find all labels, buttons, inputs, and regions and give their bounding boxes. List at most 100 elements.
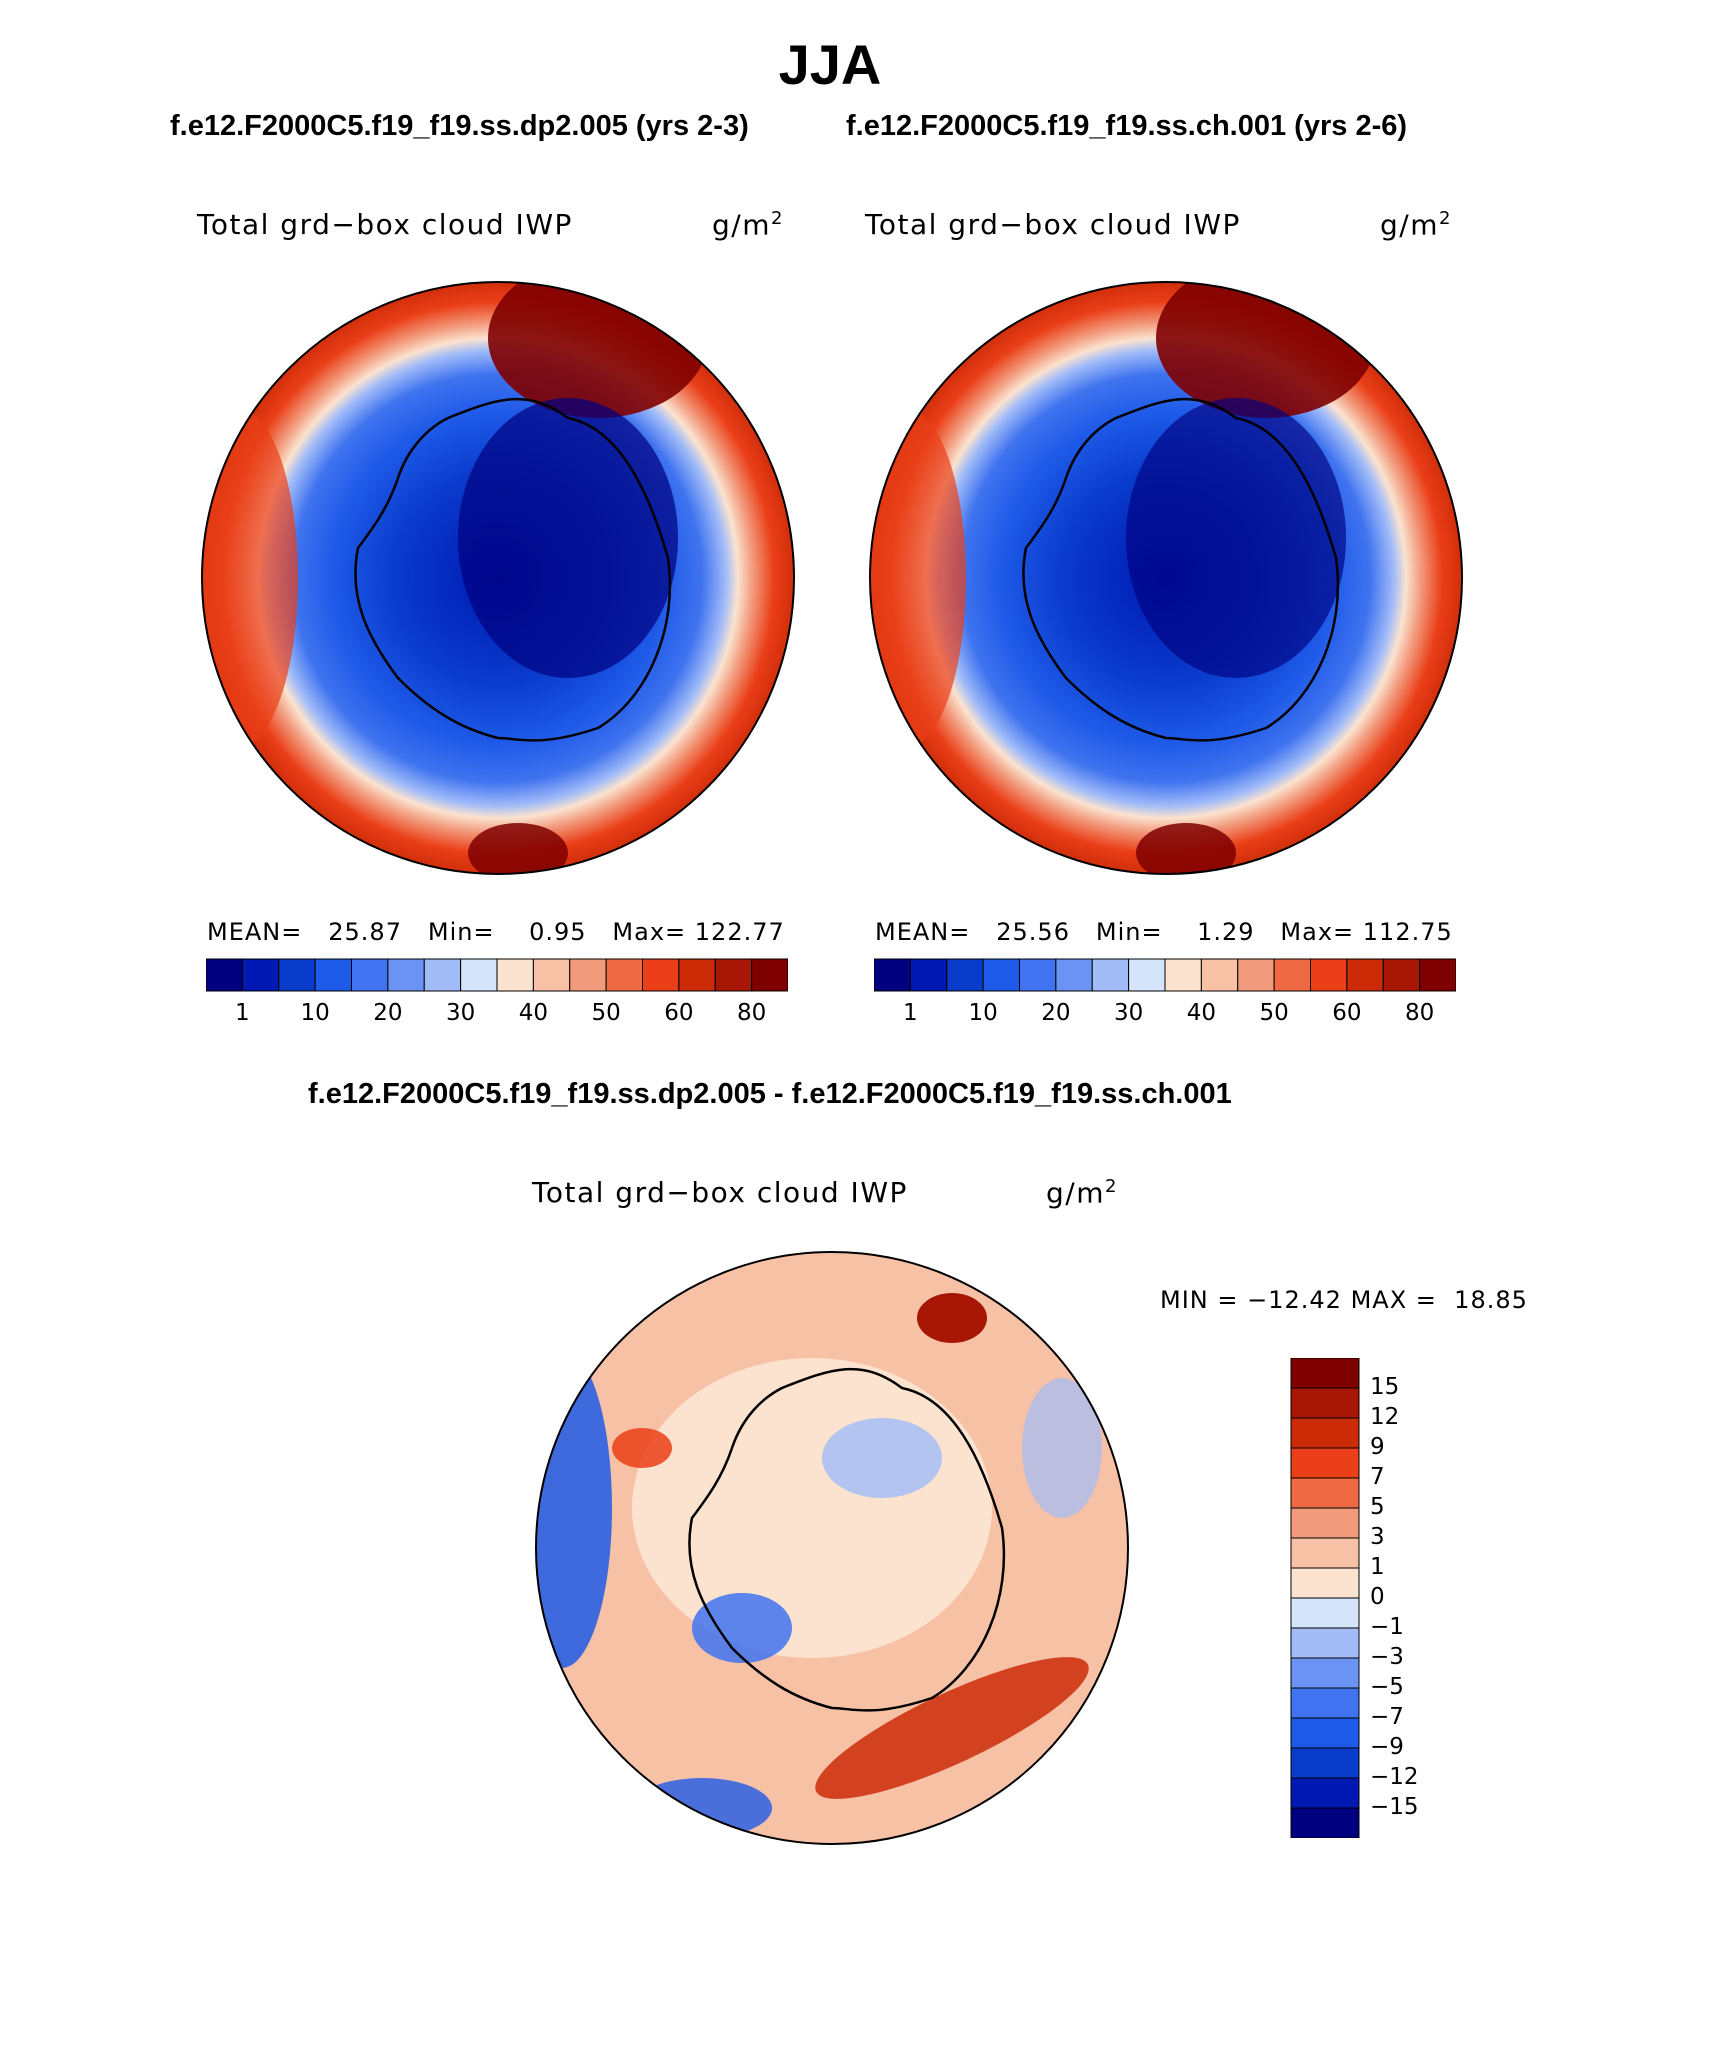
panel1-colorbar-swatch-8 — [496, 958, 534, 992]
diff-antarctica-outline — [688, 1367, 1006, 1712]
diff-colorbar-tick-label: −1 — [1370, 1614, 1404, 1640]
diff-units: g/m2 — [1046, 1176, 1118, 1210]
diff-polar-map — [535, 1251, 1129, 1845]
panel1-colorbar-swatch-10 — [569, 958, 607, 992]
diff-colorbar-tick-label: 15 — [1370, 1374, 1400, 1400]
diff-colorbar-swatch-11 — [1290, 1687, 1360, 1719]
diff-colorbar-swatch-0 — [1290, 1358, 1360, 1389]
panel2-colorbar-swatch-14 — [1382, 958, 1421, 992]
diff-colorbar-tick-label: 3 — [1370, 1524, 1385, 1550]
panel1-units: g/m2 — [712, 208, 784, 242]
panel1-colorbar-swatch-7 — [460, 958, 498, 992]
panel2-colorbar-tick-label: 1 — [903, 1000, 918, 1026]
panel1-colorbar-tick-label: 50 — [591, 1000, 621, 1026]
diff-colorbar-swatch-14 — [1290, 1777, 1360, 1809]
panel2-colorbar-tick-label: 10 — [968, 1000, 998, 1026]
panel1-colorbar — [206, 958, 788, 992]
diff-colorbar-swatch-3 — [1290, 1447, 1360, 1479]
panel1-variable-label: Total grd−box cloud IWP — [197, 208, 573, 241]
diff-colorbar-swatch-9 — [1290, 1627, 1360, 1659]
panel2-colorbar-swatch-11 — [1273, 958, 1311, 992]
diff-colorbar-tick-label: −5 — [1370, 1674, 1404, 1700]
diff-colorbar-swatch-2 — [1290, 1417, 1360, 1449]
panel1-colorbar-tick-label: 40 — [518, 1000, 549, 1026]
case1-header: f.e12.F2000C5.f19_f19.ss.dp2.005 (yrs 2-… — [170, 110, 749, 142]
panel1-colorbar-swatch-13 — [678, 958, 716, 992]
diff-colorbar-tick-label: −12 — [1370, 1764, 1419, 1790]
panel2-colorbar-swatch-10 — [1237, 958, 1275, 992]
diff-colorbar — [1290, 1358, 1360, 1838]
panel1-colorbar-tick-label: 60 — [664, 1000, 694, 1026]
diff-colorbar-tick-label: 9 — [1370, 1434, 1385, 1460]
diff-variable-label: Total grd−box cloud IWP — [532, 1176, 908, 1209]
panel2-colorbar-swatch-12 — [1310, 958, 1348, 992]
panel1-colorbar-tick-label: 30 — [445, 1000, 476, 1026]
panel1-colorbar-swatch-12 — [642, 958, 680, 992]
panel1-colorbar-swatch-11 — [605, 958, 643, 992]
panel2-colorbar — [874, 958, 1456, 992]
panel1-colorbar-swatch-5 — [387, 958, 425, 992]
panel2-colorbar-swatch-3 — [982, 958, 1020, 992]
panel2-colorbar-swatch-1 — [909, 958, 948, 992]
panel1-colorbar-swatch-9 — [532, 958, 571, 992]
diff-colorbar-swatch-13 — [1290, 1747, 1360, 1779]
diff-stats: MIN = −12.42 MAX = 18.85 — [1160, 1286, 1528, 1314]
diff-colorbar-swatch-4 — [1290, 1477, 1360, 1509]
panel2-colorbar-swatch-15 — [1419, 958, 1456, 992]
diff-colorbar-swatch-12 — [1290, 1717, 1360, 1749]
diff-colorbar-swatch-6 — [1290, 1537, 1360, 1569]
panel2-stats: MEAN= 25.56 Min= 1.29 Max= 112.75 — [875, 918, 1453, 946]
panel1-colorbar-swatch-15 — [751, 958, 788, 992]
panel2-antarctica-outline — [1022, 397, 1340, 742]
diff-colorbar-swatch-8 — [1290, 1597, 1360, 1629]
diff-colorbar-swatch-7 — [1290, 1567, 1360, 1599]
panel1-colorbar-tick-label: 20 — [373, 1000, 403, 1026]
panel2-colorbar-swatch-0 — [874, 958, 911, 992]
panel1-colorbar-swatch-0 — [206, 958, 243, 992]
diff-colorbar-ticks: 15 12 9 7 5 3 1 0 −1 −3 −5 −7 −9 −12 −15 — [1370, 1358, 1470, 1838]
panel2-colorbar-tick-label: 80 — [1404, 1000, 1435, 1026]
panel1-colorbar-swatch-6 — [423, 958, 462, 992]
panel2-variable-label: Total grd−box cloud IWP — [865, 208, 1241, 241]
panel2-units: g/m2 — [1380, 208, 1452, 242]
panel2-colorbar-swatch-9 — [1200, 958, 1239, 992]
diff-colorbar-swatch-10 — [1290, 1657, 1360, 1689]
panel1-colorbar-swatch-14 — [714, 958, 753, 992]
panel1-polar-map — [201, 281, 795, 875]
panel2-colorbar-swatch-7 — [1128, 958, 1166, 992]
case2-header: f.e12.F2000C5.f19_f19.ss.ch.001 (yrs 2-6… — [846, 110, 1408, 142]
diff-colorbar-tick-label: −3 — [1370, 1644, 1404, 1670]
panel2-colorbar-tick-label: 20 — [1041, 1000, 1071, 1026]
panel1-colorbar-swatch-1 — [241, 958, 280, 992]
panel1-colorbar-swatch-3 — [314, 958, 352, 992]
panel2-colorbar-swatch-4 — [1019, 958, 1057, 992]
panel2-colorbar-swatch-13 — [1346, 958, 1384, 992]
panel1-antarctica-outline — [354, 397, 672, 742]
panel2-colorbar-tick-label: 30 — [1113, 1000, 1144, 1026]
diff-colorbar-swatch-15 — [1290, 1807, 1360, 1838]
panel1-colorbar-swatch-2 — [278, 958, 316, 992]
diff-colorbar-tick-label: −9 — [1370, 1734, 1404, 1760]
diff-colorbar-tick-label: 12 — [1370, 1404, 1400, 1430]
panel2-colorbar-tick-label: 50 — [1259, 1000, 1289, 1026]
diff-colorbar-tick-label: 1 — [1370, 1554, 1385, 1580]
panel2-polar-map — [869, 281, 1463, 875]
diff-colorbar-tick-label: −7 — [1370, 1704, 1404, 1730]
diff-colorbar-tick-label: 7 — [1370, 1464, 1385, 1490]
panel1-colorbar-tick-label: 80 — [736, 1000, 767, 1026]
panel2-colorbar-swatch-5 — [1055, 958, 1093, 992]
panel1-colorbar-tick-label: 10 — [300, 1000, 330, 1026]
panel2-colorbar-tick-label: 60 — [1332, 1000, 1362, 1026]
panel2-colorbar-swatch-6 — [1091, 958, 1130, 992]
diff-colorbar-tick-label: −15 — [1370, 1794, 1419, 1820]
panel2-colorbar-tick-label: 40 — [1186, 1000, 1217, 1026]
panel1-colorbar-tick-label: 1 — [235, 1000, 250, 1026]
panel1-stats: MEAN= 25.87 Min= 0.95 Max= 122.77 — [207, 918, 785, 946]
page-title: JJA — [778, 33, 882, 96]
panel2-colorbar-swatch-2 — [946, 958, 984, 992]
diff-header: f.e12.F2000C5.f19_f19.ss.dp2.005 - f.e12… — [308, 1078, 1232, 1110]
diff-colorbar-tick-label: 0 — [1370, 1584, 1385, 1610]
panel1-colorbar-ticks: 1 10 20 30 40 50 60 80 — [206, 1000, 788, 1030]
panel2-colorbar-swatch-8 — [1164, 958, 1202, 992]
diff-colorbar-swatch-1 — [1290, 1387, 1360, 1419]
